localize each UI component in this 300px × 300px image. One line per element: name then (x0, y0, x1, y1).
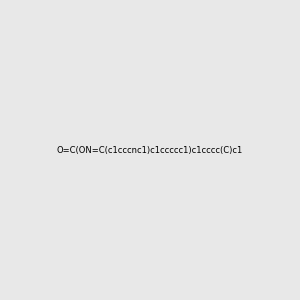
Text: O=C(ON=C(c1cccnc1)c1ccccc1)c1cccc(C)c1: O=C(ON=C(c1cccnc1)c1ccccc1)c1cccc(C)c1 (57, 146, 243, 154)
